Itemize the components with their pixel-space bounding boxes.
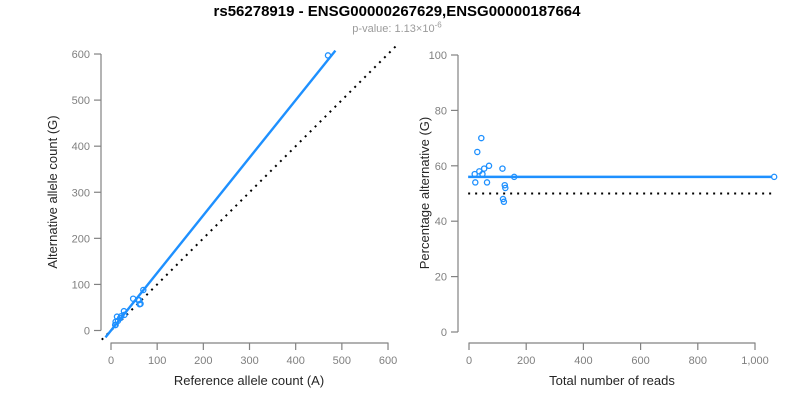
data-point bbox=[510, 173, 518, 181]
y-tick-label: 300 bbox=[72, 187, 90, 199]
figure-title: rs56278919 - ENSG00000267629,ENSG0000018… bbox=[213, 3, 581, 20]
x-tick-label: 400 bbox=[574, 355, 592, 367]
y-tick-label: 0 bbox=[84, 326, 90, 338]
y-tick-label: 100 bbox=[429, 50, 447, 62]
data-point bbox=[502, 184, 509, 192]
y-tick-label: 200 bbox=[72, 233, 90, 245]
pvalue-label: p-value: 1.13×10 bbox=[352, 23, 435, 35]
y-axis-title: Alternative allele count (G) bbox=[45, 115, 60, 268]
x-tick-label: 800 bbox=[689, 355, 707, 367]
data-point bbox=[485, 162, 493, 170]
data-point bbox=[324, 52, 332, 59]
y-tick-label: 600 bbox=[72, 49, 90, 61]
x-tick-label: 0 bbox=[108, 355, 114, 367]
y-axis-title: Percentage alternative (G) bbox=[417, 117, 432, 269]
data-point bbox=[501, 181, 508, 189]
x-tick-label: 300 bbox=[240, 355, 258, 367]
data-point bbox=[499, 195, 507, 203]
data-point bbox=[474, 148, 481, 156]
y-tick-label: 400 bbox=[72, 141, 90, 153]
data-point bbox=[135, 296, 143, 304]
data-point bbox=[499, 165, 506, 172]
data-point bbox=[117, 312, 125, 320]
y-tick-label: 60 bbox=[435, 161, 447, 173]
identity-line bbox=[101, 45, 397, 341]
x-tick-label: 100 bbox=[148, 355, 166, 367]
data-point bbox=[770, 173, 778, 181]
fit-line bbox=[104, 49, 337, 339]
y-tick-label: 40 bbox=[435, 216, 447, 228]
data-point bbox=[137, 300, 144, 308]
data-point bbox=[478, 134, 485, 142]
x-axis-title: Total number of reads bbox=[549, 373, 675, 388]
data-point bbox=[120, 307, 128, 315]
x-tick-label: 500 bbox=[333, 355, 351, 367]
pvalue-exponent: -6 bbox=[434, 20, 442, 30]
data-point bbox=[140, 286, 147, 294]
x-tick-label: 400 bbox=[287, 355, 305, 367]
y-tick-label: 500 bbox=[72, 95, 90, 107]
x-tick-label: 1,000 bbox=[741, 355, 769, 367]
x-axis-title: Reference allele count (A) bbox=[174, 373, 324, 388]
left-scatter-plot: 0 100 200 300 400 500 600 0 100 200 300 400 500 600 Al… bbox=[45, 45, 397, 388]
data-point bbox=[483, 179, 491, 186]
y-tick-label: 20 bbox=[435, 272, 447, 284]
x-tick-label: 200 bbox=[517, 355, 535, 367]
data-point bbox=[480, 165, 488, 172]
data-point bbox=[121, 311, 128, 319]
right-scatter-plot: 0 20 40 60 80 100 0 200 400 600 800 1,000 Percentage… bbox=[417, 50, 778, 388]
figure-subtitle: p-value: 1.13×10-6 bbox=[0, 20, 794, 35]
x-tick-label: 0 bbox=[466, 355, 472, 367]
x-tick-label: 600 bbox=[631, 355, 649, 367]
data-point bbox=[471, 170, 478, 178]
y-tick-label: 0 bbox=[441, 327, 447, 339]
data-point bbox=[113, 313, 121, 320]
data-point bbox=[500, 198, 508, 206]
x-tick-label: 200 bbox=[194, 355, 212, 367]
data-point bbox=[479, 170, 486, 178]
y-tick-label: 80 bbox=[435, 105, 447, 117]
x-tick-label: 600 bbox=[379, 355, 397, 367]
y-tick-label: 100 bbox=[72, 279, 90, 291]
data-point bbox=[472, 179, 479, 186]
